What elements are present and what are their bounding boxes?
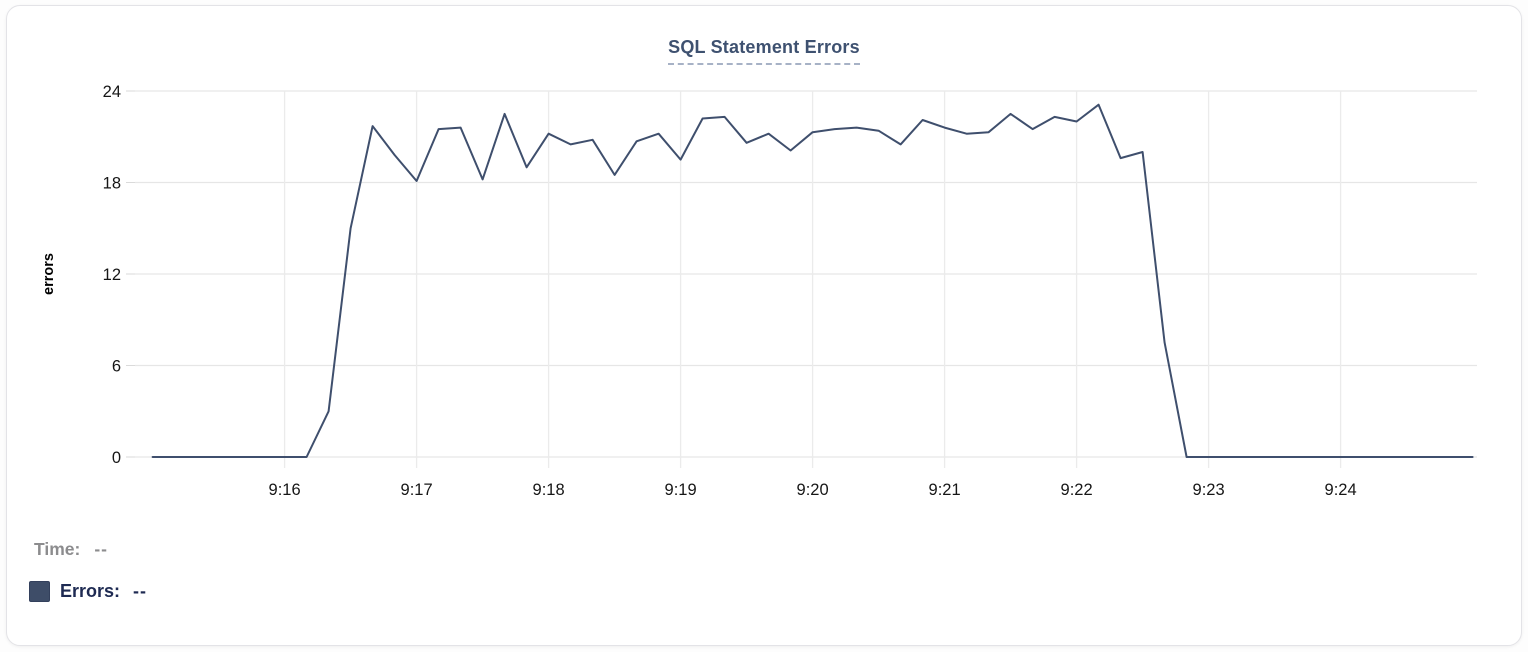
svg-text:0: 0: [112, 449, 121, 467]
chart-card: SQL Statement Errors 0 6 12 18 24 9:16 9:17 9:1…: [6, 5, 1522, 646]
hover-readout-errors: Errors: --: [29, 581, 147, 602]
svg-text:18: 18: [103, 175, 121, 193]
svg-text:9:24: 9:24: [1325, 481, 1357, 499]
chart-title[interactable]: SQL Statement Errors: [668, 37, 860, 65]
svg-text:24: 24: [103, 83, 121, 101]
svg-text:9:23: 9:23: [1193, 481, 1225, 499]
time-label: Time:: [34, 539, 81, 559]
time-value: --: [94, 539, 109, 559]
hover-readout-time: Time: --: [34, 539, 108, 560]
errors-label: Errors:: [60, 581, 121, 601]
errors-value: --: [133, 581, 148, 601]
sql-errors-line-chart[interactable]: 0 6 12 18 24 9:16 9:17 9:18 9:19 9:20 9:21 9:22 9:23…: [7, 6, 1528, 518]
svg-text:9:16: 9:16: [269, 481, 301, 499]
svg-text:9:18: 9:18: [533, 481, 565, 499]
errors-series-swatch: [29, 581, 50, 602]
svg-text:9:22: 9:22: [1061, 481, 1093, 499]
svg-text:9:19: 9:19: [665, 481, 697, 499]
svg-text:9:17: 9:17: [401, 481, 433, 499]
svg-text:errors: errors: [41, 253, 57, 295]
svg-text:6: 6: [112, 358, 121, 376]
chart-title-row: SQL Statement Errors: [7, 37, 1521, 65]
svg-text:9:21: 9:21: [929, 481, 961, 499]
svg-text:12: 12: [103, 266, 121, 284]
svg-text:9:20: 9:20: [797, 481, 829, 499]
